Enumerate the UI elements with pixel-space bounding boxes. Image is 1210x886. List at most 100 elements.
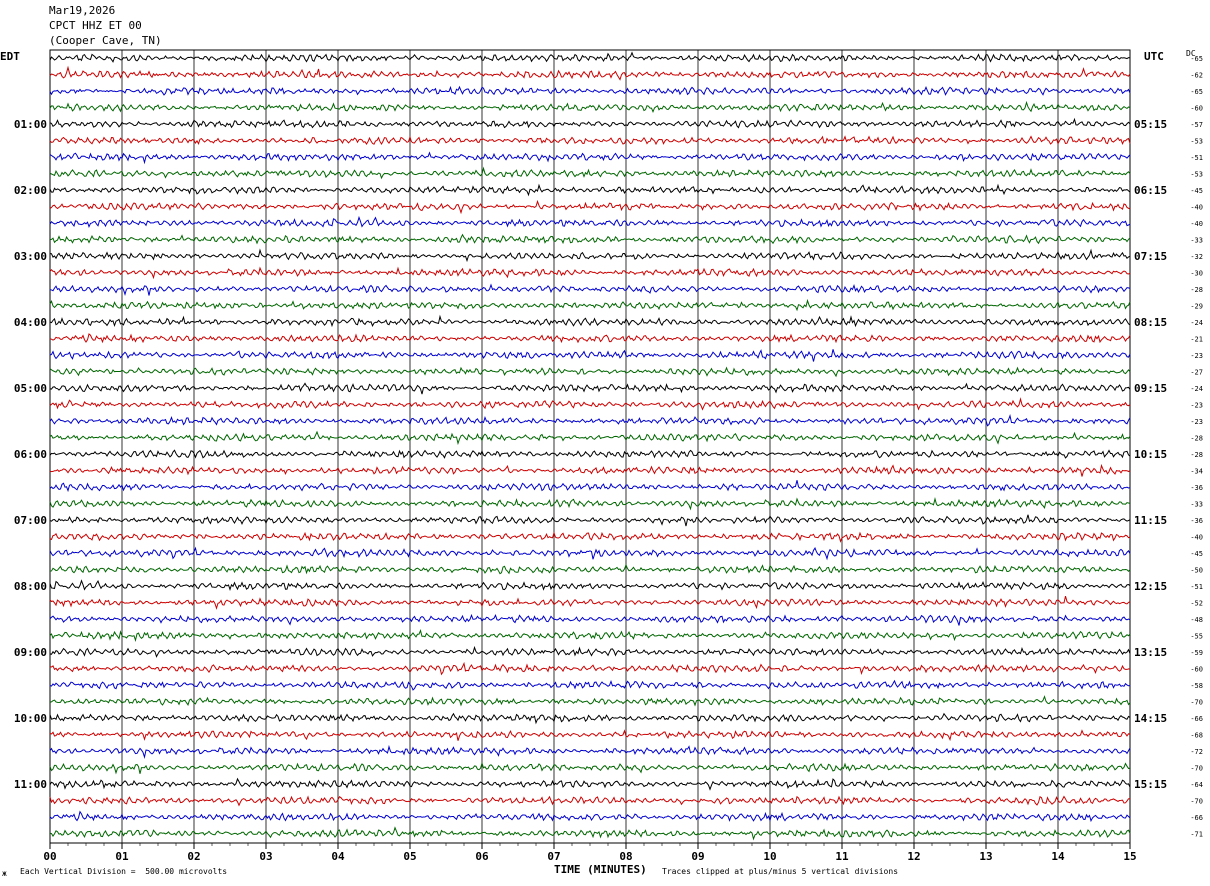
x-tick-label: 15 xyxy=(1123,850,1136,863)
dc-offset-label: -58 xyxy=(1190,682,1203,690)
seismic-trace xyxy=(49,349,1131,362)
dc-offset-label: -21 xyxy=(1190,336,1203,344)
x-tick-label: 03 xyxy=(259,850,272,863)
dc-offset-label: -52 xyxy=(1190,600,1203,608)
dc-offset-label: -50 xyxy=(1190,567,1203,575)
dc-offset-label: -64 xyxy=(1190,781,1203,789)
seismic-trace xyxy=(49,661,1131,676)
right-hour-label: 12:15 xyxy=(1134,580,1167,593)
seismic-trace xyxy=(49,546,1131,561)
dc-offset-label: -36 xyxy=(1190,517,1203,525)
right-hour-label: 13:15 xyxy=(1134,646,1167,659)
seismic-trace xyxy=(49,810,1131,823)
seismic-trace xyxy=(49,151,1131,165)
seismic-trace xyxy=(49,283,1131,296)
x-tick-label: 01 xyxy=(115,850,129,863)
dc-offset-label: -65 xyxy=(1190,55,1203,63)
seismic-trace xyxy=(49,199,1131,215)
seismic-trace xyxy=(49,183,1131,197)
right-hour-label: 08:15 xyxy=(1134,316,1167,329)
seismic-trace xyxy=(49,712,1131,725)
dc-offset-label: -27 xyxy=(1190,369,1203,377)
right-hour-label: 14:15 xyxy=(1134,712,1167,725)
dc-offset-label: -32 xyxy=(1190,253,1203,261)
x-tick-label: 06 xyxy=(475,850,489,863)
seismic-trace xyxy=(49,826,1131,841)
dc-offset-label: -51 xyxy=(1190,154,1203,162)
seismic-trace xyxy=(49,397,1131,411)
x-tick-label: 13 xyxy=(979,850,992,863)
dc-offset-label: -28 xyxy=(1190,435,1203,443)
seismic-trace xyxy=(49,449,1131,459)
left-hour-label: 06:00 xyxy=(14,448,47,461)
x-axis-title: TIME (MINUTES) xyxy=(554,863,647,876)
seismic-trace xyxy=(49,497,1131,511)
x-tick-label: 14 xyxy=(1051,850,1065,863)
seismic-trace xyxy=(49,679,1131,691)
heli-station: CPCT HHZ ET 00 xyxy=(49,19,142,32)
dc-offset-label: -48 xyxy=(1190,616,1203,624)
seismic-trace xyxy=(49,596,1131,610)
dc-offset-label: -23 xyxy=(1190,402,1203,410)
seismic-trace xyxy=(49,613,1131,626)
seismic-trace xyxy=(49,266,1131,280)
seismic-trace xyxy=(49,795,1131,807)
seismic-trace xyxy=(49,215,1131,228)
dc-offset-label: -24 xyxy=(1190,319,1203,327)
left-hour-label: 02:00 xyxy=(14,184,47,197)
right-hour-label: 07:15 xyxy=(1134,250,1167,263)
seismic-trace xyxy=(49,85,1131,96)
dc-offset-label: -68 xyxy=(1190,732,1203,740)
seismic-trace xyxy=(49,729,1131,742)
x-tick-label: 10 xyxy=(763,850,776,863)
seismic-trace xyxy=(49,695,1131,707)
right-hour-label: 09:15 xyxy=(1134,382,1167,395)
seismic-trace xyxy=(49,629,1131,643)
right-hour-label: 10:15 xyxy=(1134,448,1167,461)
seismic-trace xyxy=(49,100,1131,113)
dc-offset-label: -34 xyxy=(1190,468,1203,476)
right-hour-label: 11:15 xyxy=(1134,514,1167,527)
left-hour-label: 10:00 xyxy=(14,712,47,725)
seismic-trace xyxy=(49,645,1131,658)
x-tick-label: 09 xyxy=(691,850,704,863)
heli-location: (Cooper Cave, TN) xyxy=(49,34,162,47)
seismic-trace xyxy=(49,65,1131,81)
seismic-trace xyxy=(49,514,1131,527)
dc-offset-label: -53 xyxy=(1190,171,1203,179)
dc-offset-label: -66 xyxy=(1190,814,1203,822)
dc-offset-label: -55 xyxy=(1190,633,1203,641)
seismic-trace xyxy=(49,366,1131,378)
dc-offset-label: -62 xyxy=(1190,72,1203,80)
seismic-trace xyxy=(49,298,1131,312)
seismic-trace xyxy=(49,166,1131,180)
dc-offset-label: -45 xyxy=(1190,550,1203,558)
clip-note: Traces clipped at plus/minus 5 vertical … xyxy=(662,867,899,876)
dc-offset-label: -36 xyxy=(1190,484,1203,492)
x-tick-label: 00 xyxy=(43,850,56,863)
right-hour-label: 15:15 xyxy=(1134,778,1167,791)
dc-offset-label: -33 xyxy=(1190,237,1203,245)
dc-offset-label: -40 xyxy=(1190,204,1203,212)
vertical-division-note: Each Vertical Division = 500.00 microvol… xyxy=(20,867,228,876)
seismic-trace xyxy=(49,248,1131,263)
x-tick-label: 12 xyxy=(907,850,920,863)
dc-offset-label: -59 xyxy=(1190,649,1203,657)
dc-offset-label: -65 xyxy=(1190,88,1203,96)
left-hour-label: 09:00 xyxy=(14,646,47,659)
left-hour-label: 11:00 xyxy=(14,778,47,791)
x-tick-label: 02 xyxy=(187,850,200,863)
dc-offset-label: -60 xyxy=(1190,666,1203,674)
left-hour-label: 08:00 xyxy=(14,580,47,593)
seismic-trace xyxy=(49,761,1131,775)
dc-offset-label: -24 xyxy=(1190,385,1203,393)
right-hour-label: 05:15 xyxy=(1134,118,1167,131)
seismic-trace xyxy=(49,563,1131,575)
dc-offset-label: -29 xyxy=(1190,303,1203,311)
x-tick-label: 05 xyxy=(403,850,416,863)
dc-offset-label: -57 xyxy=(1190,121,1203,129)
corner-mark: ж xyxy=(2,869,7,878)
seismic-trace xyxy=(49,463,1131,477)
dc-offset-label: -70 xyxy=(1190,798,1203,806)
